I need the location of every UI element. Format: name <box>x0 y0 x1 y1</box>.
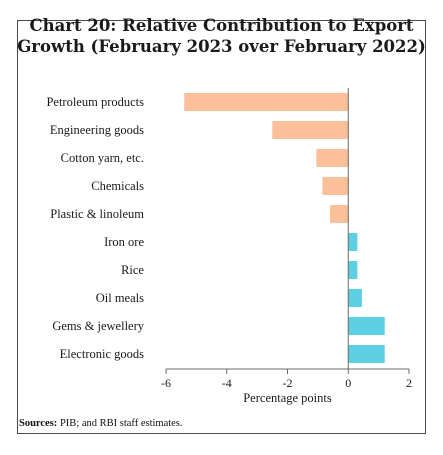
source-label: Sources: <box>19 418 58 429</box>
category-label-8: Gems & jewellery <box>52 319 144 333</box>
chart-title: Chart 20: Relative Contribution to Expor… <box>0 15 443 57</box>
bar-9 <box>348 345 385 363</box>
bar-7 <box>348 289 362 307</box>
bar-0 <box>184 93 349 111</box>
category-label-3: Chemicals <box>91 179 144 193</box>
source-text: PIB; and RBI staff estimates. <box>57 418 183 429</box>
bar-8 <box>348 317 385 335</box>
source-note: Sources: PIB; and RBI staff estimates. <box>19 418 183 429</box>
x-axis-title: Percentage points <box>243 391 332 405</box>
chart-title-line-2: Growth (February 2023 over February 2022… <box>17 37 426 56</box>
bar-4 <box>330 205 349 223</box>
x-tick-label-3: 0 <box>345 376 351 390</box>
category-label-2: Cotton yarn, etc. <box>61 151 144 165</box>
bar-5 <box>348 233 358 251</box>
x-tick-label-1: -4 <box>222 376 232 390</box>
x-tick-label-0: -6 <box>161 376 171 390</box>
x-tick-label-4: 2 <box>406 376 412 390</box>
category-label-5: Iron ore <box>104 235 144 249</box>
category-label-0: Petroleum products <box>46 95 144 109</box>
bar-2 <box>316 149 349 167</box>
category-label-1: Engineering goods <box>50 123 144 137</box>
bar-6 <box>348 261 358 279</box>
bar-1 <box>272 121 349 139</box>
category-label-6: Rice <box>121 263 144 277</box>
chart-title-line-1: Chart 20: Relative Contribution to Expor… <box>29 16 414 35</box>
chart-frame <box>17 20 426 434</box>
category-label-7: Oil meals <box>96 291 144 305</box>
category-label-4: Plastic & linoleum <box>50 207 144 221</box>
x-tick-label-2: -2 <box>283 376 293 390</box>
category-label-9: Electronic goods <box>60 347 144 361</box>
bar-3 <box>322 177 349 195</box>
